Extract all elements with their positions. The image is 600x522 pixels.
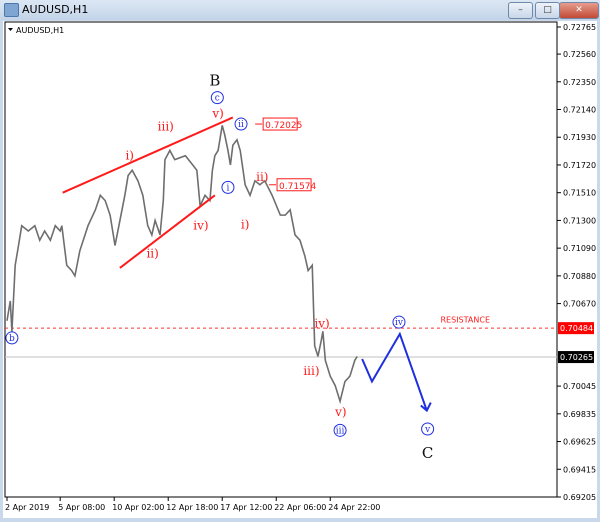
y-tick-label: 0.72140 bbox=[563, 106, 596, 115]
price-tag-box bbox=[276, 178, 312, 192]
y-tick-label: 0.71300 bbox=[563, 216, 596, 225]
x-tick-label: 10 Apr 02:00 bbox=[112, 503, 164, 512]
arrow-head-icon bbox=[420, 402, 432, 413]
y-tick-label: 0.71930 bbox=[563, 133, 596, 142]
wave-label: ii) bbox=[146, 246, 158, 260]
y-tick-label: 0.71720 bbox=[563, 161, 596, 170]
wave-label-minor: iv bbox=[395, 318, 404, 328]
wave-circle bbox=[210, 91, 224, 105]
wave-circle bbox=[333, 423, 347, 437]
y-tick-label: 0.69625 bbox=[563, 438, 596, 447]
y-tick-label: 0.72560 bbox=[563, 50, 596, 59]
resistance-label: RESISTANCE bbox=[441, 315, 491, 324]
window-title: AUDUSD,H1 bbox=[22, 3, 89, 16]
wave-label: iv) bbox=[314, 316, 329, 330]
price-tag-text: 0.71574 bbox=[279, 182, 316, 192]
x-tick-label: 5 Apr 08:00 bbox=[58, 503, 105, 512]
y-tick-label: 0.72765 bbox=[563, 23, 596, 32]
wave-label-major: C bbox=[422, 444, 433, 462]
wave-label-minor: b bbox=[9, 334, 15, 344]
wave-label: v) bbox=[211, 106, 223, 120]
wave-label: i) bbox=[125, 149, 134, 163]
y-tick-label: 0.71510 bbox=[563, 189, 596, 198]
plot-border bbox=[4, 21, 558, 498]
y-tick-label: 0.70670 bbox=[563, 300, 596, 309]
wave-label: iii) bbox=[303, 364, 319, 378]
price-series-line bbox=[6, 125, 358, 405]
price-tag-box bbox=[262, 117, 298, 131]
wave-label-minor: c bbox=[215, 94, 220, 104]
wave-circle bbox=[421, 422, 435, 436]
y-tick-label: 0.71090 bbox=[563, 244, 596, 253]
trendline bbox=[119, 194, 216, 269]
price-tag-text: 0.72025 bbox=[265, 121, 302, 131]
wave-label: i) bbox=[241, 217, 250, 231]
dropdown-triangle-icon[interactable] bbox=[8, 28, 13, 31]
x-tick-label: 12 Apr 18:00 bbox=[166, 503, 218, 512]
y-tick-label: 0.69835 bbox=[563, 410, 596, 419]
wave-label: v) bbox=[334, 405, 346, 419]
y-tick-label: 0.69415 bbox=[563, 465, 596, 474]
window-titlebar: AUDUSD,H1 – □ ✕ bbox=[0, 0, 600, 20]
wave-label: iii) bbox=[158, 120, 174, 134]
wave-circle bbox=[5, 331, 19, 345]
wave-label: iv) bbox=[193, 219, 208, 233]
price-tag-label: 0.70484 bbox=[560, 324, 593, 333]
wave-label: ii) bbox=[256, 170, 268, 184]
wave-label-minor: iii bbox=[336, 426, 345, 436]
chart-window-icon bbox=[4, 3, 19, 17]
wave-circle bbox=[392, 315, 406, 329]
x-tick-label: 17 Apr 12:00 bbox=[220, 503, 272, 512]
wave-label-minor: ii bbox=[238, 120, 244, 130]
minimize-button[interactable]: – bbox=[508, 2, 533, 19]
close-button[interactable]: ✕ bbox=[559, 2, 599, 19]
projection-path bbox=[361, 331, 428, 411]
wave-label-major: B bbox=[209, 71, 220, 89]
y-tick-label: 0.72350 bbox=[563, 78, 596, 87]
price-tag-label: 0.70265 bbox=[560, 353, 593, 362]
wave-circle bbox=[234, 117, 248, 131]
resistance-price-tag bbox=[558, 322, 594, 335]
wave-circle bbox=[221, 180, 235, 194]
wave-label-minor: v bbox=[424, 425, 431, 435]
symbol-label: AUDUSD,H1 bbox=[16, 26, 64, 35]
y-tick-label: 0.69205 bbox=[563, 493, 596, 502]
wave-label-minor: i bbox=[227, 183, 230, 193]
trendline bbox=[62, 116, 234, 194]
y-tick-label: 0.70045 bbox=[563, 382, 596, 391]
current-price-tag bbox=[558, 351, 594, 364]
x-tick-label: 2 Apr 2019 bbox=[5, 503, 49, 512]
x-tick-label: 22 Apr 06:00 bbox=[274, 503, 326, 512]
y-tick-label: 0.70880 bbox=[563, 272, 596, 281]
chart-frame[interactable] bbox=[3, 21, 597, 518]
x-tick-label: 24 Apr 22:00 bbox=[328, 503, 380, 512]
